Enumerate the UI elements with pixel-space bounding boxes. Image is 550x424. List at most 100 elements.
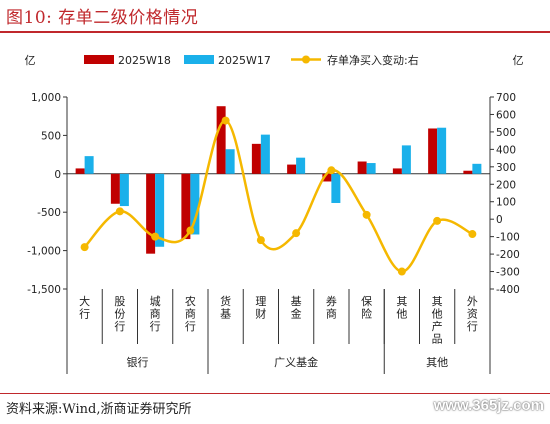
- axes: -1,500 -1,000 -500 0 500 1,000 -400 -300 -200 -10…: [27, 92, 520, 374]
- bar-2025W17-理财: [260, 134, 270, 174]
- right-tick-label: 100: [496, 197, 516, 209]
- category-label-券商: 券: [326, 294, 337, 308]
- left-tick-label: -1,500: [27, 284, 61, 296]
- group-label-其他: 其他: [426, 356, 448, 369]
- chart: 2025W18 2025W17 存单净买入变动:右 -1,500 -1,000 -500…: [25, 53, 524, 374]
- bar-2025W18-外资行: [463, 170, 473, 174]
- category-label-其他: 他: [396, 308, 407, 321]
- source-note: 资料来源:Wind,浙商证券研究所: [6, 402, 192, 417]
- legend-dot-marker: [302, 55, 310, 64]
- category-label-其他产品: 他: [432, 308, 443, 321]
- line-point-农商行: [186, 226, 195, 235]
- category-label-理财: 财: [255, 307, 266, 321]
- line-point-券商: [327, 166, 336, 175]
- category-label-大行: 行: [79, 308, 90, 321]
- right-tick-label: -200: [496, 249, 520, 261]
- category-label-其他产品: 其: [432, 295, 443, 308]
- bar-2025W17-其他: [401, 145, 411, 174]
- right-tick-label: 300: [496, 162, 516, 174]
- category-label-农商行: 商: [185, 307, 196, 321]
- left-tick-label: 1,000: [31, 92, 61, 104]
- line-series: [80, 116, 477, 276]
- bar-2025W18-理财: [251, 143, 261, 174]
- category-label-城商行: 行: [150, 320, 161, 333]
- category-label-外资行: 外: [467, 295, 478, 308]
- right-tick-label: 600: [496, 109, 516, 121]
- line-point-股份行: [115, 207, 124, 216]
- right-tick-label: 200: [496, 179, 516, 191]
- left-tick-label: 0: [54, 169, 61, 181]
- left-tick-label: -1,000: [27, 246, 61, 258]
- category-label-外资行: 行: [467, 320, 478, 333]
- category-label-其他产品: 产: [432, 319, 443, 333]
- line-point-货基: [221, 116, 230, 125]
- right-tick-label: 500: [496, 127, 516, 139]
- legend: 2025W18 2025W17 存单净买入变动:右: [84, 53, 419, 67]
- bar-2025W18-股份行: [110, 173, 120, 204]
- title-divider: [0, 31, 550, 33]
- bar-series: [75, 106, 482, 254]
- right-tick-label: -400: [496, 284, 520, 296]
- bar-2025W18-券商: [322, 173, 332, 182]
- line-point-其他: [397, 267, 406, 276]
- legend-swatch-2025W18: [84, 55, 114, 64]
- axis-labels: 亿亿大行股份行城商行农商行货基理财基金券商保险其他其他产品外资行银行 广义基金 其他: [25, 54, 524, 369]
- category-label-保险: 险: [361, 307, 372, 321]
- category-label-其他: 其: [396, 295, 407, 308]
- category-label-股份行: 股: [114, 295, 125, 308]
- bar-2025W17-其他产品: [437, 127, 447, 174]
- bar-2025W18-城商行: [146, 173, 156, 254]
- bar-2025W17-货基: [225, 149, 235, 174]
- right-tick-label: 700: [496, 92, 516, 104]
- legend-swatch-2025W17: [184, 55, 214, 64]
- bar-2025W18-货基: [216, 106, 226, 174]
- line-point-保险: [362, 210, 371, 219]
- left-axis-unit: 亿: [25, 54, 36, 67]
- right-tick-label: 400: [496, 144, 516, 156]
- bar-2025W17-保险: [366, 163, 376, 174]
- group-label-银行: 银行: [127, 355, 149, 369]
- category-label-其他产品: 品: [432, 333, 443, 346]
- category-label-农商行: 农: [185, 294, 196, 308]
- bar-2025W18-农商行: [181, 173, 191, 240]
- line-point-其他产品: [433, 216, 442, 225]
- line-point-大行: [80, 243, 89, 252]
- legend-label-2025W17: 2025W17: [218, 54, 271, 67]
- left-tick-label: -500: [37, 207, 61, 219]
- footer-divider: [0, 393, 550, 394]
- left-tick-label: 500: [41, 130, 61, 142]
- bar-2025W17-券商: [331, 173, 341, 203]
- bar-2025W17-城商行: [155, 173, 165, 247]
- watermark: www.365jz.com: [433, 397, 544, 414]
- bar-2025W18-其他: [392, 168, 402, 174]
- right-tick-label: -100: [496, 232, 520, 244]
- category-label-股份行: 份: [114, 308, 125, 321]
- category-label-城商行: 商: [150, 307, 161, 321]
- category-label-大行: 大: [79, 294, 90, 308]
- category-label-保险: 保: [361, 294, 372, 308]
- right-axis-unit: 亿: [513, 54, 524, 67]
- bar-2025W17-农商行: [190, 173, 200, 235]
- line-path: [83, 119, 473, 273]
- right-tick-label: -300: [496, 267, 520, 279]
- category-label-城商行: 城: [150, 295, 161, 308]
- bar-2025W17-基金: [296, 157, 306, 174]
- category-label-理财: 理: [255, 295, 266, 308]
- line-point-城商行: [151, 232, 160, 241]
- line-point-基金: [292, 229, 301, 238]
- category-label-外资行: 资: [467, 308, 478, 321]
- category-label-股份行: 行: [114, 320, 125, 333]
- category-label-农商行: 行: [185, 320, 196, 333]
- bar-2025W17-股份行: [119, 173, 129, 207]
- legend-label-line: 存单净买入变动:右: [327, 53, 419, 67]
- right-tick-label: 0: [496, 214, 503, 226]
- bar-2025W18-大行: [75, 168, 85, 174]
- bar-2025W18-其他产品: [428, 128, 438, 174]
- figure-title: 图10: 存单二级价格情况: [6, 8, 199, 28]
- bar-2025W18-基金: [287, 164, 297, 174]
- legend-label-2025W18: 2025W18: [118, 54, 171, 67]
- bar-2025W18-保险: [357, 161, 367, 174]
- category-label-基金: 基: [291, 295, 302, 308]
- bar-2025W17-大行: [84, 156, 94, 174]
- line-point-外资行: [468, 230, 477, 239]
